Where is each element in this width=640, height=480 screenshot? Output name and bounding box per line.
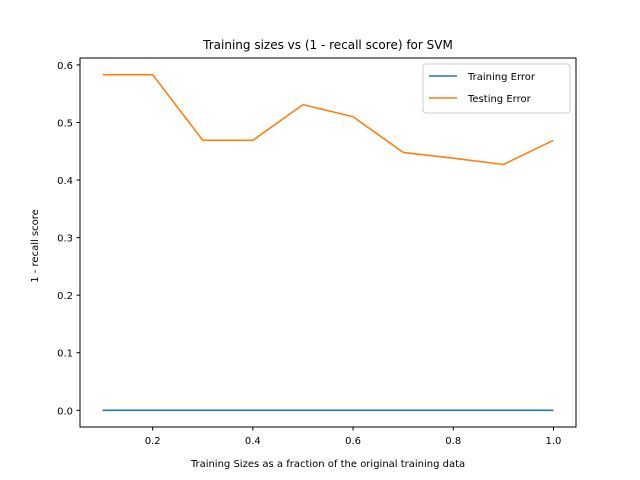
y-tick-label: 0.6 (57, 61, 73, 72)
legend-entry-label: Training Error (467, 72, 536, 83)
x-tick-label: 1.0 (546, 436, 562, 447)
x-tick-label: 0.4 (245, 436, 261, 447)
legend: Training Error Testing Error (422, 63, 571, 114)
x-tick-label: 0.8 (445, 436, 461, 447)
y-tick-label: 0.0 (57, 406, 73, 417)
y-tick-label: 0.2 (57, 291, 73, 302)
x-tick-label: 0.6 (345, 436, 361, 447)
y-tick-label: 0.1 (57, 349, 73, 360)
plot-frame (79, 57, 577, 428)
chart-title: Training sizes vs (1 - recall score) for… (202, 38, 453, 52)
y-tick-label: 0.4 (57, 176, 73, 187)
x-axis-label: Training Sizes as a fraction of the orig… (190, 459, 465, 470)
y-tick-label: 0.3 (57, 234, 73, 245)
x-tick-label: 0.2 (145, 436, 161, 447)
y-axis-label: 1 - recall score (30, 209, 41, 283)
series-line-testing-error (102, 73, 554, 166)
y-tick-label: 0.5 (57, 118, 73, 129)
legend-entry-label: Testing Error (467, 94, 532, 105)
legend-box (422, 63, 571, 114)
